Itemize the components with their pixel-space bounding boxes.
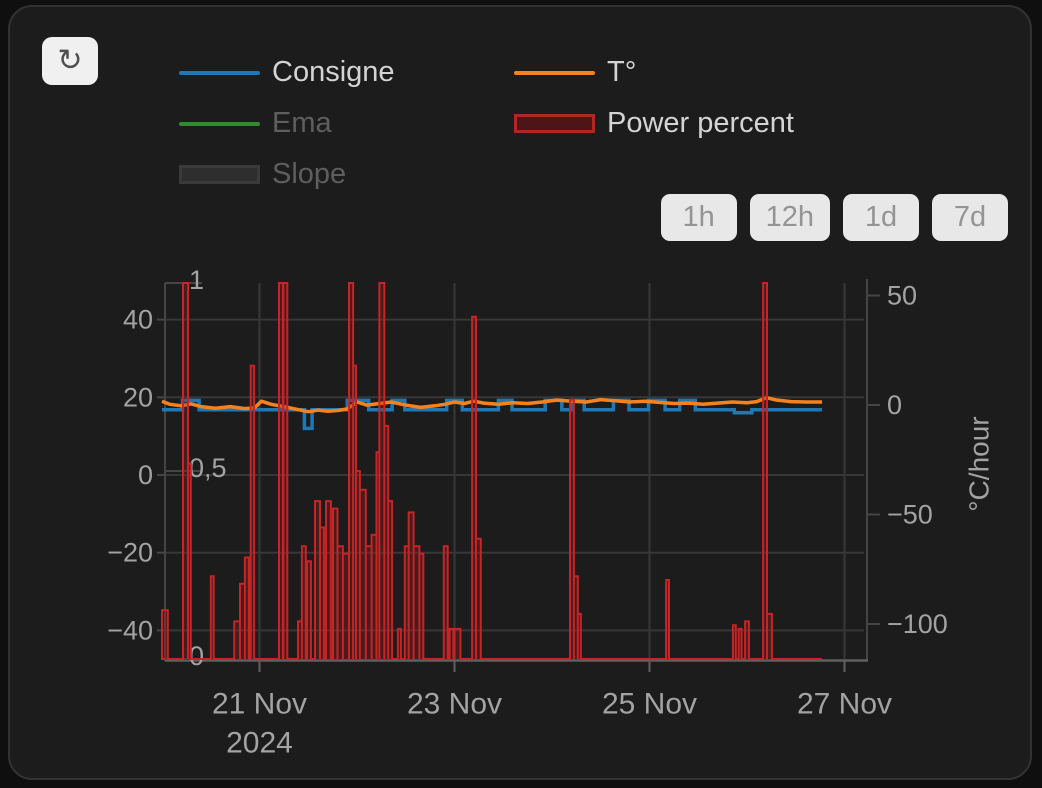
chart-canvas[interactable]: 40 20 0 −20 −40 1 0,5 0 50 0 −50 −100 °C/hour 21 Nov 2…	[10, 7, 1036, 777]
chart-legend: Consigne T° Ema Power percent Slope	[179, 47, 794, 200]
inner-axis-tick-label: 1	[189, 265, 204, 295]
legend-item-ema[interactable]: Ema	[179, 98, 514, 149]
legend-label: T°	[607, 56, 637, 88]
legend-item-temperature[interactable]: T°	[514, 47, 794, 98]
range-button-1d[interactable]: 1d	[843, 194, 919, 241]
right-axis-tick-label: −100	[887, 609, 948, 639]
power-percent-box-swatch	[514, 114, 595, 133]
temperature-line-swatch	[514, 70, 595, 75]
legend-label: Ema	[272, 107, 332, 139]
x-axis-tick-label: 25 Nov	[602, 688, 697, 721]
legend-label: Slope	[272, 158, 347, 190]
range-button-7d[interactable]: 7d	[932, 194, 1008, 241]
left-axis-tick-label: 40	[123, 305, 153, 335]
x-axis-year-label: 2024	[226, 727, 293, 760]
x-axis-tick-label: 23 Nov	[407, 688, 502, 721]
consigne-line-swatch	[179, 70, 260, 75]
reload-button[interactable]: ↻	[42, 37, 98, 85]
right-axis-title: °C/hour	[964, 416, 995, 511]
left-axis-tick-label: −20	[107, 538, 153, 568]
inner-axis-tick-label: 0,5	[189, 453, 227, 483]
chart-card: ↻ Consigne T° Ema Power percent Slope 1h…	[8, 5, 1032, 780]
left-axis-tick-label: 0	[138, 460, 153, 490]
ema-line-swatch	[179, 121, 260, 126]
range-button-1h[interactable]: 1h	[660, 194, 737, 241]
legend-label: Power percent	[607, 107, 794, 139]
right-axis-tick-label: −50	[887, 500, 933, 530]
plot-area[interactable]	[165, 283, 864, 659]
left-axis-tick-label: 20	[123, 382, 153, 412]
legend-item-consigne[interactable]: Consigne	[179, 47, 514, 98]
temperature-line	[161, 395, 823, 414]
range-button-12h[interactable]: 12h	[749, 194, 830, 241]
power-percent-bars	[161, 282, 823, 660]
right-axis-tick-label: 50	[887, 281, 917, 311]
slope-box-swatch	[179, 165, 260, 184]
x-axis-tick-label: 21 Nov	[212, 688, 307, 721]
range-buttons: 1h 12h 1d 7d	[660, 194, 1008, 241]
reload-icon: ↻	[57, 44, 83, 77]
x-axis-tick-label: 27 Nov	[797, 688, 892, 721]
legend-label: Consigne	[272, 56, 395, 88]
inner-axis-tick-label: 0	[189, 641, 204, 671]
left-axis-tick-label: −40	[107, 615, 153, 645]
right-axis-tick-label: 0	[887, 390, 902, 420]
legend-item-power-percent[interactable]: Power percent	[514, 98, 794, 149]
legend-item-slope[interactable]: Slope	[179, 149, 514, 200]
